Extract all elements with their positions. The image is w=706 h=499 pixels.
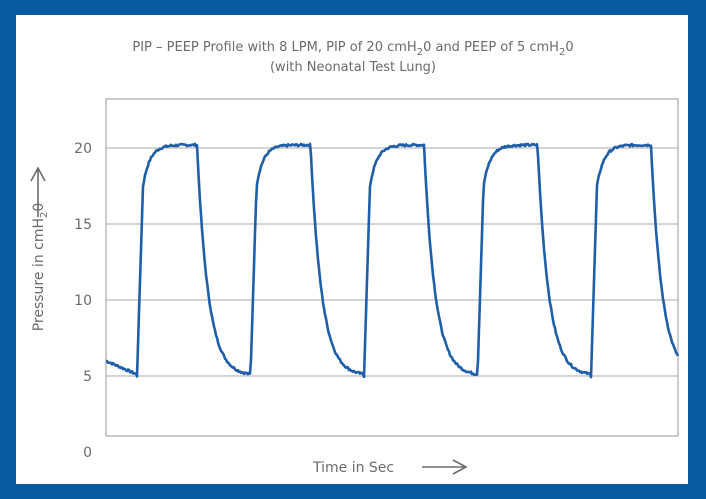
y-tick-label-10: 10 (74, 293, 92, 309)
y-tick-labels: 0 5 10 15 20 (74, 141, 92, 461)
title-part-1: PIP – PEEP Profile with 8 LPM, PIP of 20… (132, 40, 416, 55)
title-sub-2: 2 (559, 47, 565, 58)
chart-title: PIP – PEEP Profile with 8 LPM, PIP of 20… (132, 40, 573, 75)
y-axis-label: Pressure in cmH20 (31, 203, 50, 332)
title-sub-1: 2 (417, 47, 423, 58)
title-part-3: 0 (565, 40, 573, 55)
pressure-chart: PIP – PEEP Profile with 8 LPM, PIP of 20… (30, 40, 680, 476)
title-part-2: 0 and PEEP of 5 cmH (423, 40, 559, 55)
chart-title-line1: PIP – PEEP Profile with 8 LPM, PIP of 20… (132, 40, 573, 58)
plot-area-border (105, 98, 679, 437)
ylabel-part-2: 0 (31, 203, 47, 212)
chart-frame: PIP – PEEP Profile with 8 LPM, PIP of 20… (16, 15, 688, 484)
grid-lines (106, 147, 678, 377)
y-tick-label-20: 20 (74, 141, 92, 157)
ylabel-part-1: Pressure in cmH (31, 218, 47, 331)
y-tick-label-5: 5 (83, 369, 92, 385)
y-tick-label-0: 0 (83, 445, 92, 461)
pressure-series-line (105, 142, 680, 379)
x-axis-arrow (422, 459, 468, 475)
x-axis-label: Time in Sec (312, 460, 394, 476)
y-axis-arrow (30, 166, 46, 217)
y-axis-label-text: Pressure in cmH20 (31, 203, 50, 332)
chart-title-line2: (with Neonatal Test Lung) (270, 60, 436, 75)
ylabel-sub: 2 (39, 212, 50, 218)
y-tick-label-15: 15 (74, 217, 92, 233)
